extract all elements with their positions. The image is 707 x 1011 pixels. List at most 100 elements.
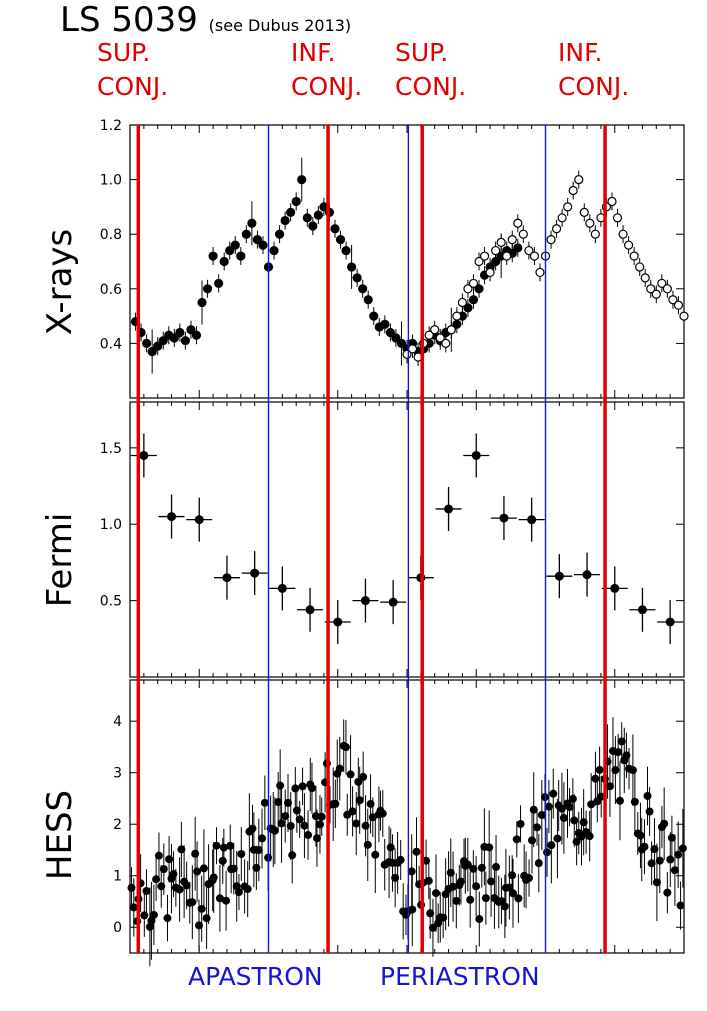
y-tick-label: 1.0 <box>100 517 122 533</box>
hess-point <box>277 819 286 828</box>
xray-point-open <box>491 245 501 256</box>
hess-point <box>248 824 257 833</box>
xray-point-filled <box>230 240 240 250</box>
hess-point <box>359 772 368 781</box>
hess-point <box>154 851 163 860</box>
fermi-point <box>277 583 287 593</box>
xray-point-filled <box>335 235 346 245</box>
hess-point <box>315 820 324 829</box>
hess-point <box>311 812 320 821</box>
hess-point <box>243 885 252 894</box>
hess-point <box>222 896 231 905</box>
top-label-0: SUP. CONJ. <box>97 38 169 101</box>
hess-point <box>219 843 228 852</box>
subtitle-text: (see Dubus 2013) <box>208 16 352 35</box>
hess-point <box>157 882 166 891</box>
hess-point <box>408 905 417 914</box>
y-tick-label: 4 <box>113 714 122 730</box>
xray-point-filled <box>247 218 257 228</box>
hess-point <box>149 910 158 919</box>
fermi-point <box>471 450 481 460</box>
hess-point <box>655 856 664 865</box>
xray-point-open <box>474 256 484 267</box>
hess-point <box>127 883 136 892</box>
hess-point <box>286 821 295 830</box>
xray-point-open <box>529 251 540 261</box>
hess-point <box>528 836 537 845</box>
hess-point <box>636 831 645 840</box>
y-tick-label: 0 <box>113 920 122 936</box>
fermi-point <box>444 504 454 514</box>
hess-point <box>341 743 350 752</box>
xray-point-open <box>551 224 562 234</box>
hess-point <box>129 903 138 912</box>
top-label-2: SUP. CONJ. <box>395 38 467 101</box>
hess-point <box>585 832 594 841</box>
xray-point-filled <box>214 278 224 288</box>
hess-point <box>422 856 431 865</box>
xray-point-filled <box>347 262 357 272</box>
hess-point <box>307 784 316 793</box>
hess-point <box>514 894 523 903</box>
hess-point <box>485 843 494 852</box>
hess-point <box>159 865 168 874</box>
xray-point-filled <box>302 213 312 223</box>
fermi-point <box>139 450 149 460</box>
fermi-point <box>360 596 370 606</box>
hess-point <box>516 819 525 828</box>
xray-point-open <box>430 325 440 335</box>
xray-point-filled <box>225 245 235 256</box>
hess-point <box>469 864 478 873</box>
hess-point <box>432 889 441 898</box>
xray-point-open <box>646 284 656 294</box>
xray-point-open <box>546 235 556 245</box>
hess-point <box>298 782 307 791</box>
xray-point-open <box>502 251 512 261</box>
y-tick-label: 1.0 <box>100 173 122 189</box>
xray-point-open <box>468 278 479 288</box>
hess-point <box>424 876 433 885</box>
xray-point-open <box>579 207 589 217</box>
xray-point-open <box>479 251 490 261</box>
hess-point <box>396 855 405 864</box>
hess-point <box>202 914 211 923</box>
xray-point-open <box>629 251 639 261</box>
hess-point <box>229 864 238 873</box>
y-tick-label: 0.5 <box>100 594 122 610</box>
hess-point <box>295 815 304 824</box>
hess-point <box>276 781 285 790</box>
hess-point <box>371 850 380 859</box>
hess-point <box>481 894 490 903</box>
hess-point <box>611 766 620 775</box>
xray-point-open <box>563 202 573 212</box>
xray-point-filled <box>169 333 179 343</box>
hess-point <box>209 873 218 882</box>
hess-point <box>565 803 574 812</box>
hess-point <box>368 813 377 822</box>
xray-point-open <box>557 213 567 223</box>
hess-point <box>346 770 355 779</box>
y-tick-label: 0.6 <box>100 282 122 298</box>
fermi-point <box>167 512 177 522</box>
xray-point-open <box>518 229 528 239</box>
hess-point <box>348 807 357 816</box>
hess-point <box>226 841 235 850</box>
hess-point <box>477 863 486 872</box>
hess-point <box>533 823 542 832</box>
hess-point <box>254 846 263 855</box>
fermi-point <box>527 515 537 525</box>
xray-point-filled <box>158 336 168 346</box>
hess-point <box>640 842 649 851</box>
y-tick-label: 0.8 <box>100 227 122 243</box>
fermi-point <box>582 570 592 580</box>
hess-point <box>193 867 202 876</box>
hess-point <box>258 834 267 843</box>
fermi-point <box>333 617 343 627</box>
xray-point-filled <box>385 327 395 338</box>
xray-point-open <box>657 278 667 288</box>
xray-point-filled <box>191 330 202 340</box>
hess-point <box>354 777 363 786</box>
xray-point-filled <box>391 333 401 343</box>
xray-point-filled <box>274 229 285 239</box>
xray-point-open <box>568 185 578 196</box>
